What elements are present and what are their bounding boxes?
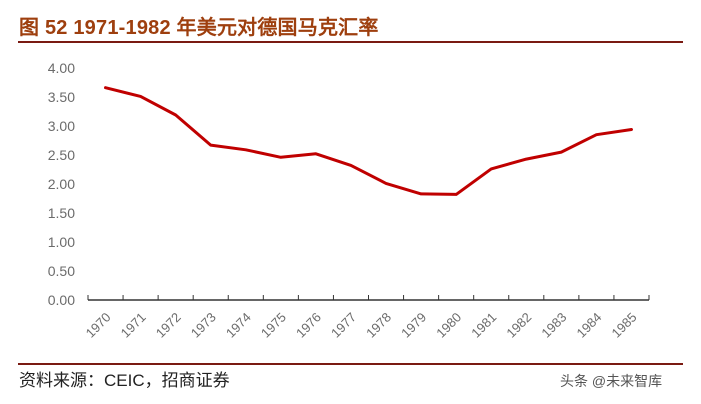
y-tick-label: 4.00	[48, 60, 75, 76]
x-tick-label: 1970	[83, 310, 114, 341]
y-tick-label: 0.00	[48, 292, 75, 308]
x-tick-label: 1975	[258, 310, 289, 341]
x-tick-label: 1984	[573, 310, 604, 341]
footer-divider	[18, 363, 683, 365]
y-tick-label: 3.50	[48, 89, 75, 105]
x-tick-label: 1973	[188, 310, 219, 341]
y-tick-label: 2.00	[48, 176, 75, 192]
title-divider	[18, 41, 683, 43]
y-tick-label: 0.50	[48, 263, 75, 279]
y-tick-label: 1.00	[48, 234, 75, 250]
x-tick-label: 1985	[609, 310, 640, 341]
x-tick-label: 1976	[293, 310, 324, 341]
x-tick-label: 1980	[433, 310, 464, 341]
y-tick-label: 1.50	[48, 205, 75, 221]
figure-title: 图 52 1971-1982 年美元对德国马克汇率	[19, 17, 379, 39]
x-tick-label: 1972	[153, 310, 184, 341]
x-tick-label: 1971	[118, 310, 149, 341]
y-axis: 0.00 0.50 1.00 1.50 2.00 2.50 3.00 3.50 4.00	[48, 60, 75, 308]
x-axis: 1970 1971 1972 1973 1974 1975 1976 1977 1978 1979…	[83, 295, 650, 341]
x-tick-label: 1977	[328, 310, 359, 341]
y-tick-label: 3.00	[48, 118, 75, 134]
x-tick-label: 1983	[538, 310, 569, 341]
exchange-rate-line	[104, 86, 633, 196]
y-tick-label: 2.50	[48, 147, 75, 163]
x-tick-label: 1979	[398, 310, 429, 341]
watermark: 头条 @未来智库	[560, 373, 663, 389]
x-tick-label: 1981	[468, 310, 499, 341]
x-tick-label: 1978	[363, 310, 394, 341]
x-tick-label: 1974	[223, 310, 254, 341]
x-tick-label: 1982	[503, 310, 534, 341]
source-note: 资料来源：CEIC，招商证券	[19, 371, 230, 390]
